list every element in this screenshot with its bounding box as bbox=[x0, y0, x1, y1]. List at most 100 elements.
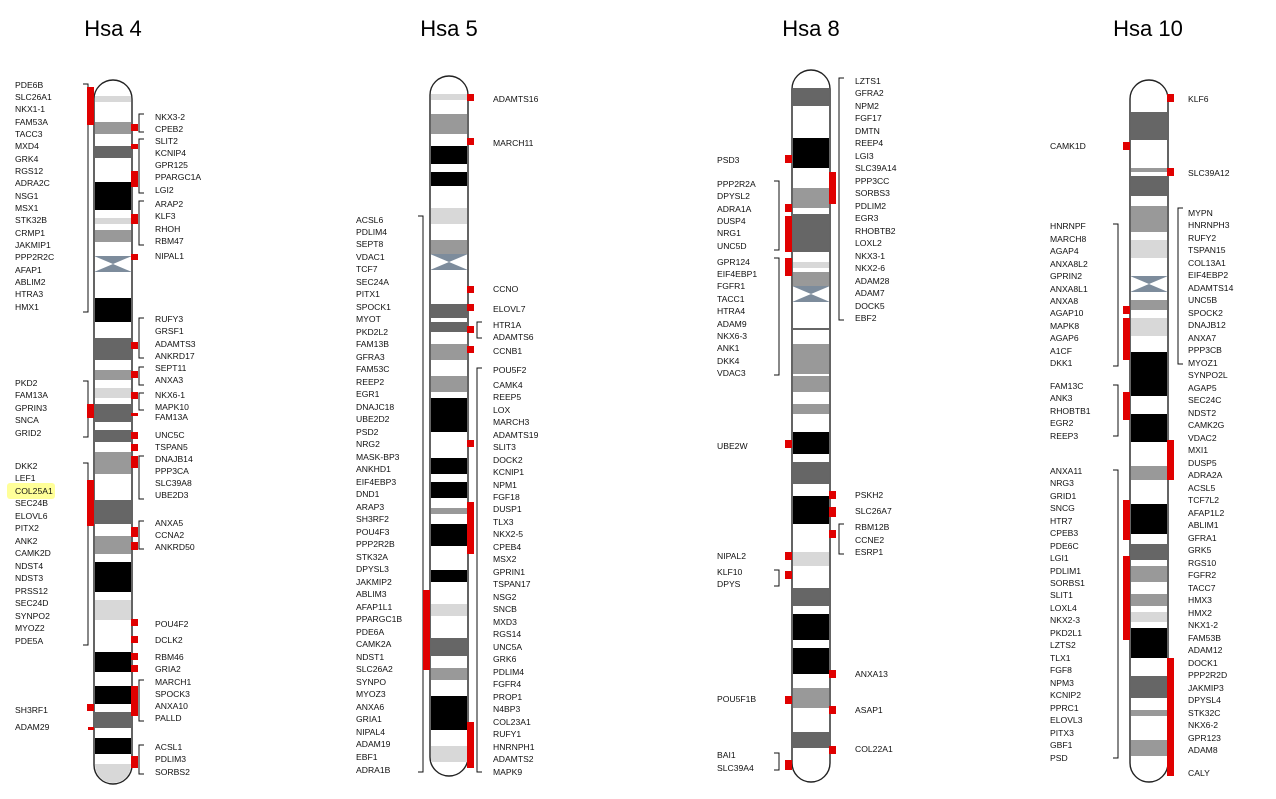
gene-label: KLF6 bbox=[1188, 94, 1209, 104]
gene-label: SLIT1 bbox=[1050, 590, 1073, 600]
gene-label: GBF1 bbox=[1050, 740, 1073, 750]
gene-label: DPYS bbox=[717, 579, 741, 589]
gene-label: CPEB4 bbox=[493, 542, 521, 552]
gene-label: MAPK10 bbox=[155, 402, 189, 412]
gene-label: DNAJB12 bbox=[1188, 320, 1226, 330]
gene-label: SEPT11 bbox=[155, 363, 187, 373]
gene-label: MSX2 bbox=[493, 554, 517, 564]
brackets bbox=[418, 215, 482, 773]
gene-label: MYOZ2 bbox=[15, 623, 45, 633]
gene-label: ARAP3 bbox=[356, 502, 384, 512]
gene-label: ANXA10 bbox=[155, 701, 188, 711]
gene-label: UNC5A bbox=[493, 642, 522, 652]
gene-label: NKX6-3 bbox=[717, 331, 747, 341]
gene-label: MXD4 bbox=[15, 141, 39, 151]
gene-label: PPP2R2D bbox=[1188, 670, 1227, 680]
gene-label: EIF4EBP3 bbox=[356, 477, 396, 487]
gene-label: NDST4 bbox=[15, 561, 43, 571]
gene-label: PKD2 bbox=[15, 378, 38, 388]
gene-label: MXI1 bbox=[1188, 445, 1208, 455]
chromosome-title: Hsa 8 bbox=[782, 16, 839, 41]
gene-label: PITX3 bbox=[1050, 728, 1074, 738]
gene-label: MASK-BP3 bbox=[356, 452, 400, 462]
gene-label: NPM2 bbox=[855, 101, 879, 111]
gene-label: MARCH3 bbox=[493, 417, 530, 427]
gene-label: EGR3 bbox=[855, 213, 879, 223]
gene-label: PROP1 bbox=[493, 692, 522, 702]
gene-label: NKX1-2 bbox=[1188, 620, 1218, 630]
gene-label: ANXA8L1 bbox=[1050, 284, 1088, 294]
gene-label: NDST2 bbox=[1188, 408, 1216, 418]
gene-label: DKK4 bbox=[717, 356, 740, 366]
gene-label: PALLD bbox=[155, 713, 182, 723]
gene-label: PDE6B bbox=[15, 80, 43, 90]
locus-markers bbox=[87, 87, 138, 768]
gene-label: KCNIP4 bbox=[155, 148, 186, 158]
gene-label: JAKMIP3 bbox=[1188, 683, 1224, 693]
chromosome-body bbox=[1129, 79, 1169, 783]
gene-label: SLC26A7 bbox=[855, 506, 892, 516]
gene-label: MXD3 bbox=[493, 617, 517, 627]
gene-label: ANKRD17 bbox=[155, 351, 195, 361]
gene-label: PDLIM2 bbox=[855, 201, 886, 211]
gene-label: DNAJB14 bbox=[155, 454, 193, 464]
gene-label: FAM13A bbox=[15, 390, 48, 400]
gene-label: ANK3 bbox=[1050, 393, 1073, 403]
gene-label: FGF17 bbox=[855, 113, 882, 123]
gene-label: SH3RF1 bbox=[15, 705, 48, 715]
gene-label: DMTN bbox=[855, 126, 880, 136]
gene-label: EBF1 bbox=[356, 752, 378, 762]
gene-label: PKD2L2 bbox=[356, 327, 388, 337]
gene-label: DKK2 bbox=[15, 461, 38, 471]
gene-label: DUSP1 bbox=[493, 504, 522, 514]
gene-label: LGI2 bbox=[155, 185, 174, 195]
gene-label: NKX2-3 bbox=[1050, 615, 1080, 625]
gene-label: PPP2R2A bbox=[717, 179, 756, 189]
gene-label: LZTS2 bbox=[1050, 640, 1076, 650]
gene-label: ADAM8 bbox=[1188, 745, 1218, 755]
gene-label: HTR7 bbox=[1050, 516, 1073, 526]
gene-label: JAKMIP2 bbox=[356, 577, 392, 587]
gene-label: RBM46 bbox=[155, 652, 184, 662]
gene-label: NIPAL1 bbox=[155, 251, 184, 261]
gene-label: PSD2 bbox=[356, 427, 379, 437]
chromosome-title: Hsa 4 bbox=[84, 16, 141, 41]
gene-label: LEF1 bbox=[15, 473, 36, 483]
gene-label: STK32A bbox=[356, 552, 388, 562]
gene-label: ADAM9 bbox=[717, 319, 747, 329]
gene-label: AFAP1L1 bbox=[356, 602, 393, 612]
gene-label: ASAP1 bbox=[855, 705, 883, 715]
left-gene-labels: CAMK1D HNRNPF MARCH8 AGAP4 ANXA8L2 GPRIN… bbox=[1050, 141, 1091, 763]
gene-label: KCNIP2 bbox=[1050, 690, 1081, 700]
chromosome-title: Hsa 10 bbox=[1113, 16, 1183, 41]
gene-label: NSG1 bbox=[15, 191, 39, 201]
gene-label: SYNPO2 bbox=[15, 611, 50, 621]
gene-label: GRID1 bbox=[1050, 491, 1076, 501]
gene-label: SNCA bbox=[15, 415, 39, 425]
gene-label: FGFR1 bbox=[717, 281, 745, 291]
gene-label: GRK5 bbox=[1188, 545, 1212, 555]
gene-label: NKX6-1 bbox=[155, 390, 185, 400]
gene-label: UBE2D3 bbox=[155, 490, 189, 500]
gene-label: KLF3 bbox=[155, 211, 176, 221]
gene-label: ANXA8L2 bbox=[1050, 259, 1088, 269]
gene-label: MSX1 bbox=[15, 203, 39, 213]
gene-label: ADAMTS16 bbox=[493, 94, 539, 104]
gene-label: COL22A1 bbox=[855, 744, 893, 754]
gene-label: NIPAL2 bbox=[717, 551, 746, 561]
gene-label: NRG2 bbox=[356, 439, 380, 449]
gene-highlight bbox=[7, 483, 55, 499]
gene-label: ANXA5 bbox=[155, 518, 183, 528]
gene-label: NSG2 bbox=[493, 592, 517, 602]
gene-label: KLF10 bbox=[717, 567, 743, 577]
brackets bbox=[83, 83, 144, 775]
gene-label: EGR1 bbox=[356, 389, 380, 399]
gene-label: ADRA2A bbox=[1188, 470, 1223, 480]
gene-label: ABLIM1 bbox=[1188, 520, 1219, 530]
gene-label: SORBS2 bbox=[155, 767, 190, 777]
gene-label: NRG1 bbox=[717, 228, 741, 238]
gene-label: SORBS3 bbox=[855, 188, 890, 198]
gene-label: NKX2-5 bbox=[493, 529, 523, 539]
gene-label: CAMK2G bbox=[1188, 420, 1225, 430]
gene-label: DPYSL2 bbox=[717, 191, 750, 201]
